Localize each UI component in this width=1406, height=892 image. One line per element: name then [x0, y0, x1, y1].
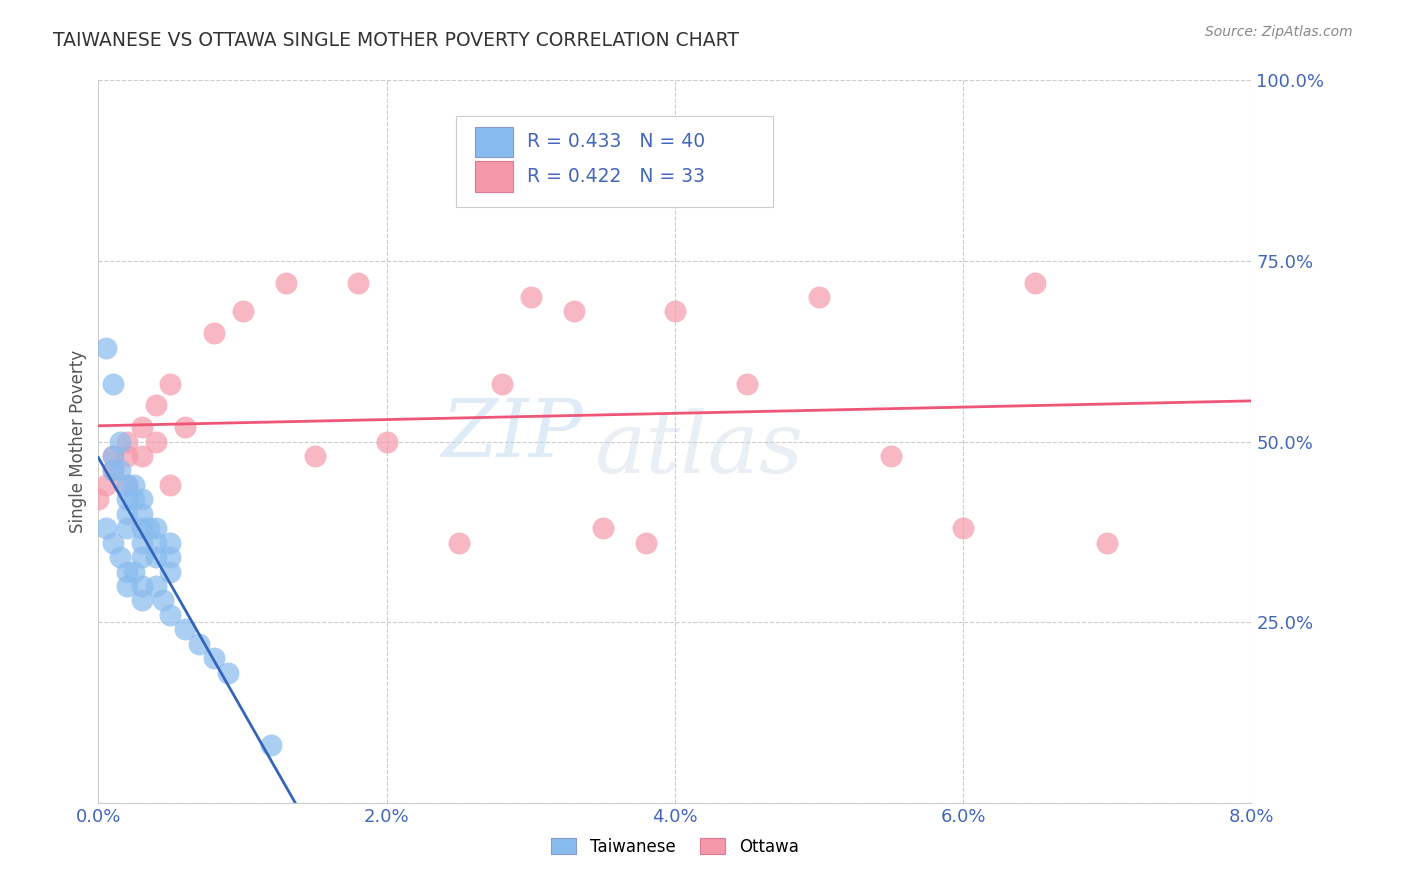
- Point: [94, 521, 117, 535]
- Point: [145, 434, 167, 449]
- Point: [592, 521, 614, 535]
- Point: [131, 535, 153, 549]
- Point: [231, 304, 254, 318]
- Point: [808, 290, 831, 304]
- Point: [202, 326, 225, 340]
- Point: [131, 579, 153, 593]
- Point: [108, 434, 131, 449]
- FancyBboxPatch shape: [456, 117, 773, 207]
- Point: [145, 550, 167, 565]
- Legend: Taiwanese, Ottawa: Taiwanese, Ottawa: [551, 838, 799, 856]
- Point: [274, 276, 297, 290]
- Point: [101, 535, 124, 549]
- Point: [159, 607, 181, 622]
- Point: [117, 565, 139, 579]
- Point: [174, 420, 197, 434]
- Point: [346, 276, 368, 290]
- Point: [101, 376, 124, 391]
- Point: [131, 420, 153, 434]
- Point: [447, 535, 470, 549]
- Point: [202, 651, 225, 665]
- Point: [124, 478, 146, 492]
- Point: [520, 290, 543, 304]
- Point: [101, 449, 124, 463]
- Point: [117, 434, 139, 449]
- Point: [117, 478, 139, 492]
- Point: [159, 550, 181, 565]
- Text: Source: ZipAtlas.com: Source: ZipAtlas.com: [1205, 25, 1353, 39]
- Text: atlas: atlas: [595, 408, 803, 490]
- Point: [304, 449, 326, 463]
- Point: [117, 449, 139, 463]
- Text: R = 0.433   N = 40: R = 0.433 N = 40: [527, 132, 706, 152]
- Point: [145, 579, 167, 593]
- Point: [735, 376, 758, 391]
- Y-axis label: Single Mother Poverty: Single Mother Poverty: [69, 350, 87, 533]
- Point: [131, 521, 153, 535]
- Point: [117, 478, 139, 492]
- Point: [145, 398, 167, 412]
- Text: ZIP: ZIP: [441, 395, 582, 473]
- Point: [124, 565, 146, 579]
- Point: [131, 507, 153, 521]
- Point: [101, 463, 124, 477]
- Point: [145, 521, 167, 535]
- Point: [87, 492, 110, 507]
- Point: [117, 579, 139, 593]
- Point: [880, 449, 903, 463]
- Point: [117, 521, 139, 535]
- Point: [159, 535, 181, 549]
- FancyBboxPatch shape: [475, 161, 513, 192]
- Point: [108, 550, 131, 565]
- Point: [260, 738, 283, 752]
- Point: [101, 449, 124, 463]
- Point: [145, 535, 167, 549]
- Point: [159, 478, 181, 492]
- Point: [108, 463, 131, 477]
- Point: [94, 341, 117, 355]
- Point: [174, 623, 197, 637]
- Point: [1097, 535, 1119, 549]
- Point: [952, 521, 974, 535]
- Point: [117, 507, 139, 521]
- Point: [152, 593, 174, 607]
- Point: [217, 665, 239, 680]
- Point: [159, 565, 181, 579]
- Point: [131, 550, 153, 565]
- Point: [375, 434, 398, 449]
- Point: [131, 449, 153, 463]
- Point: [117, 492, 139, 507]
- Point: [491, 376, 513, 391]
- Point: [101, 463, 124, 477]
- Text: TAIWANESE VS OTTAWA SINGLE MOTHER POVERTY CORRELATION CHART: TAIWANESE VS OTTAWA SINGLE MOTHER POVERT…: [53, 31, 740, 50]
- Point: [664, 304, 686, 318]
- Point: [138, 521, 160, 535]
- Point: [562, 304, 585, 318]
- Point: [1024, 276, 1046, 290]
- Point: [124, 492, 146, 507]
- Point: [159, 376, 181, 391]
- Point: [188, 637, 211, 651]
- Point: [131, 492, 153, 507]
- Point: [131, 593, 153, 607]
- Text: R = 0.422   N = 33: R = 0.422 N = 33: [527, 167, 706, 186]
- FancyBboxPatch shape: [475, 127, 513, 157]
- Point: [636, 535, 658, 549]
- Point: [94, 478, 117, 492]
